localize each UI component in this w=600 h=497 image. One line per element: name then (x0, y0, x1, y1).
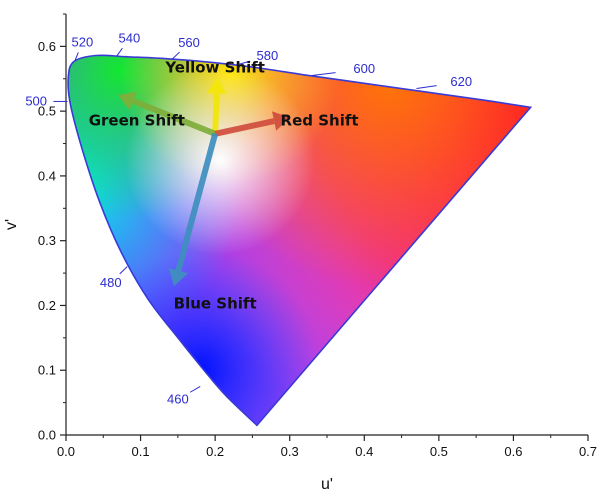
wavelength-tick (74, 52, 79, 61)
wavelength-label: 540 (119, 31, 141, 46)
y-tick-label: 0.4 (38, 168, 56, 183)
y-tick-label: 0.1 (38, 363, 56, 378)
x-tick-label: 0.4 (355, 444, 373, 459)
shift-label: Green Shift (89, 111, 185, 129)
y-tick-label: 0.0 (38, 428, 56, 443)
shift-arrows: Yellow Shift Green Shift Red Shift Blue Shi… (89, 58, 359, 312)
shift-label: Red Shift (281, 111, 359, 129)
y-tick-label: 0.3 (38, 233, 56, 248)
x-tick-label: 0.2 (206, 444, 224, 459)
wavelength-label: 580 (256, 48, 278, 63)
shift-arrow-shaft (212, 93, 220, 134)
wavelength-label: 520 (72, 34, 94, 49)
x-tick-label: 0.6 (504, 444, 522, 459)
wavelength-tick (119, 266, 128, 275)
shift-arrow-shaft (175, 133, 219, 272)
x-tick-label: 0.7 (579, 444, 597, 459)
shift-arrow-head (168, 268, 188, 286)
shift-arrow-shaft (214, 118, 275, 137)
y-tick-label: 0.6 (38, 39, 56, 54)
wavelength-tick (116, 47, 123, 57)
y-tick-label: 0.2 (38, 298, 56, 313)
shift-arrow-head (272, 111, 290, 131)
wavelength-label: 600 (353, 61, 375, 76)
wavelength-label: 620 (450, 74, 472, 89)
wavelength-tick (416, 85, 437, 89)
shift-arrow-shaft (131, 98, 217, 137)
shift-label: Blue Shift (174, 295, 257, 313)
x-tick-label: 0.1 (132, 444, 150, 459)
wavelength-label: 460 (167, 391, 189, 406)
x-tick-label: 0.3 (281, 444, 299, 459)
wavelength-tick (235, 60, 251, 66)
wavelength-label: 560 (178, 35, 200, 50)
y-axis-title: v' (3, 219, 20, 230)
shift-arrow-head (206, 77, 227, 94)
shift-label: Yellow Shift (164, 58, 265, 76)
wavelength-label: 500 (25, 93, 47, 108)
x-tick-label: 0.0 (57, 444, 75, 459)
wavelength-tick (189, 385, 201, 393)
shift-arrow-head (118, 91, 137, 111)
wavelength-labels: 460 480 500 520 540 560 580 600 620 (25, 31, 472, 407)
spectral-locus-outline (67, 54, 533, 427)
x-axis-title: u' (321, 476, 333, 493)
y-tick-label: 0.5 (38, 104, 56, 119)
axes: 0.0 0.1 0.2 0.3 0.4 0.5 0.6 0.7 0.0 0.1 0.2 0.3 0.4 0… (38, 13, 597, 459)
wavelength-label: 480 (100, 275, 122, 290)
x-tick-label: 0.5 (430, 444, 448, 459)
wavelength-tick (312, 72, 336, 77)
wavelength-tick (171, 51, 180, 60)
